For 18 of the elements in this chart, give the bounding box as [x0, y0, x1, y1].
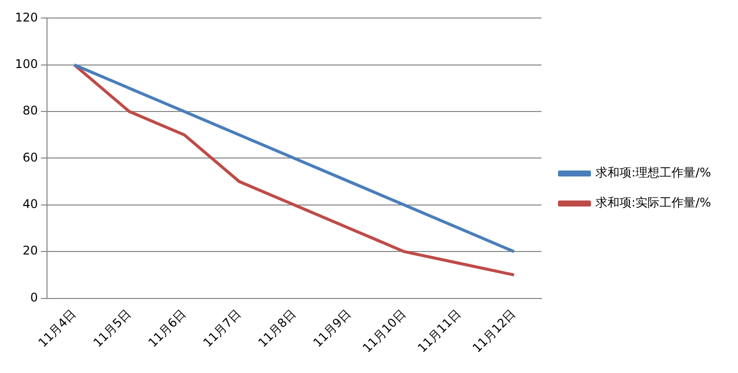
y-tick-label: 60: [22, 150, 38, 164]
x-tick-label: 11月8日: [255, 306, 299, 350]
y-tick-label: 20: [22, 244, 38, 258]
y-tick-label: 80: [22, 104, 38, 118]
x-tick-label: 11月6日: [146, 306, 189, 350]
x-tick-label: 11月10日: [360, 306, 408, 356]
x-tick-label: 11月7日: [200, 306, 244, 350]
x-tick-label: 11月5日: [90, 306, 134, 350]
x-tick-label: 11月9日: [310, 306, 354, 350]
x-tick-label: 11月12日: [470, 306, 518, 356]
y-tick-label: 100: [15, 57, 38, 71]
y-tick-label: 40: [22, 197, 38, 212]
x-tick-label: 11月4日: [36, 306, 79, 350]
legend-label: 求和项:理想工作量/%: [596, 166, 723, 180]
y-tick-label: 120: [15, 10, 38, 24]
x-tick-label: 11月11日: [414, 306, 464, 356]
legend-label: 求和项:实际工作量/%: [596, 196, 723, 210]
y-tick-label: 0: [30, 290, 38, 304]
